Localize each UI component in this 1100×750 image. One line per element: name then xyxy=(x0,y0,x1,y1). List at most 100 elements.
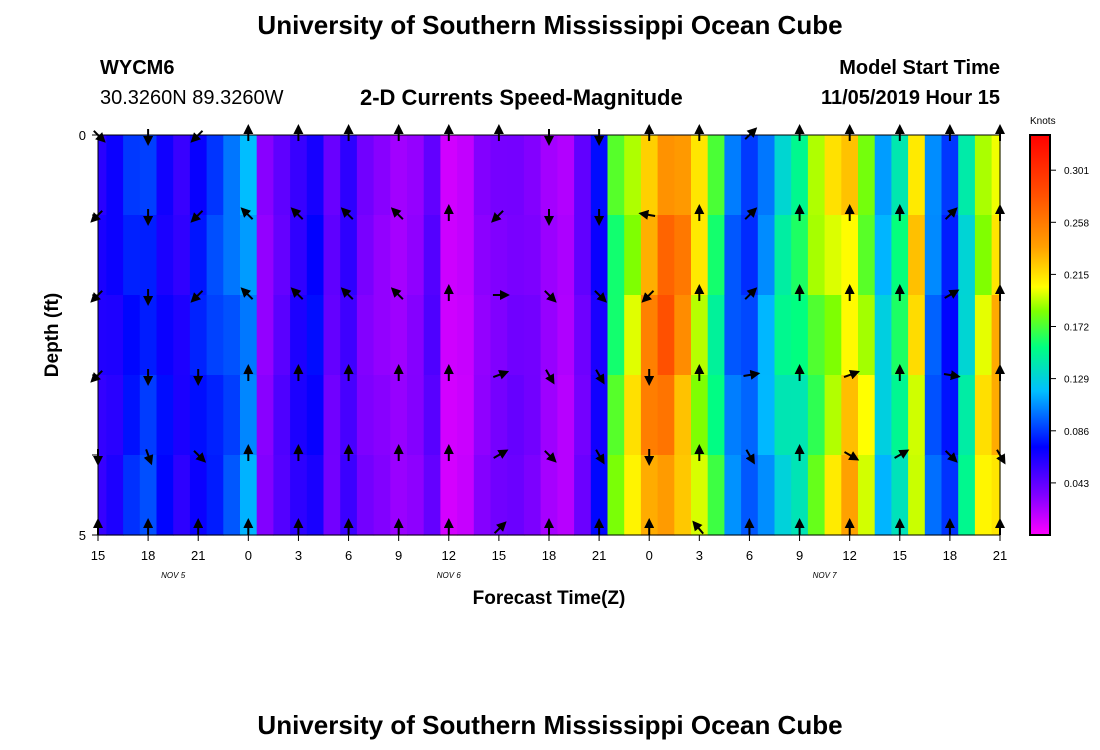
heatmap-cell xyxy=(440,295,458,376)
heatmap-cell xyxy=(824,455,842,536)
y-tick-label: 5 xyxy=(79,528,86,543)
heatmap-cell xyxy=(908,375,926,456)
heatmap-cell xyxy=(473,135,492,216)
heatmap-cell xyxy=(974,215,993,296)
x-tick-label: 18 xyxy=(943,548,957,563)
heatmap-cell xyxy=(323,215,341,296)
heatmap-cell xyxy=(741,375,759,456)
heatmap-cell xyxy=(574,215,592,296)
colorbar-tick-label: 0.258 xyxy=(1064,218,1089,229)
heatmap-cell xyxy=(206,455,224,536)
current-arrow xyxy=(744,287,758,300)
heatmap-cell xyxy=(807,215,826,296)
heatmap-cell xyxy=(891,455,909,536)
heatmap-cell xyxy=(507,215,525,296)
heatmap-cell xyxy=(223,455,241,536)
heatmap-cell xyxy=(273,375,291,456)
current-arrow xyxy=(143,449,154,466)
heatmap-cell xyxy=(390,135,408,216)
heatmap-cell xyxy=(523,375,542,456)
x-tick-label: 15 xyxy=(893,548,907,563)
heatmap-cell xyxy=(340,455,358,536)
heatmap-cell xyxy=(223,375,241,456)
heatmap-cell xyxy=(774,295,792,376)
heatmap-cell xyxy=(724,135,742,216)
heatmap-cell xyxy=(340,375,358,456)
x-tick-label: 12 xyxy=(842,548,856,563)
current-arrow xyxy=(240,287,254,300)
colorbar-unit-label: Knots xyxy=(1030,116,1056,127)
x-tick-label: 0 xyxy=(646,548,653,563)
model-start-label: Model Start Time xyxy=(839,57,1000,79)
heatmap-cell xyxy=(991,135,1001,216)
heatmap-cell xyxy=(223,295,241,376)
heatmap-cell xyxy=(423,455,441,536)
heatmap-cell xyxy=(724,375,742,456)
x-axis-label: Forecast Time(Z) xyxy=(473,588,626,609)
heatmap-cell xyxy=(490,215,508,296)
heatmap-cell xyxy=(824,135,842,216)
y-tick-label: 0 xyxy=(79,128,86,143)
x-tick-label: 21 xyxy=(592,548,606,563)
heatmap-cell xyxy=(691,375,709,456)
heatmap-cell xyxy=(457,295,475,376)
heatmap-cell xyxy=(858,375,876,456)
heatmap-cell xyxy=(974,135,993,216)
heatmap-cell xyxy=(373,215,391,296)
heatmap-cell xyxy=(490,135,508,216)
heatmap-cell xyxy=(240,135,258,216)
heatmap-cell xyxy=(590,295,609,376)
heatmap-cell xyxy=(356,295,375,376)
heatmap-cell xyxy=(407,135,425,216)
heatmap-cell xyxy=(858,215,876,296)
heatmap-cell xyxy=(691,295,709,376)
heatmap-cell xyxy=(440,455,458,536)
heatmap-cell xyxy=(741,455,759,536)
heatmap-cell xyxy=(924,455,943,536)
heatmap-cell xyxy=(473,215,492,296)
heatmap-cell xyxy=(423,215,441,296)
heatmap-cell xyxy=(273,215,291,296)
heatmap-cell xyxy=(557,135,575,216)
x-tick-label: 9 xyxy=(796,548,803,563)
day-label: NOV 7 xyxy=(813,571,838,580)
heatmap-cell xyxy=(908,295,926,376)
chart-subtitle: 2-D Currents Speed-Magnitude xyxy=(360,85,683,110)
station-id: WYCM6 xyxy=(100,57,175,79)
x-tick-label: 0 xyxy=(245,548,252,563)
heatmap-cell xyxy=(707,455,725,536)
heatmap-cell xyxy=(507,295,525,376)
station-coords: 30.3260N 89.3260W xyxy=(100,87,284,109)
current-arrow xyxy=(944,450,958,463)
heatmap-cell xyxy=(607,295,625,376)
heatmap-cell xyxy=(423,135,441,216)
heatmap-cell xyxy=(106,375,124,456)
heatmap-cell xyxy=(757,295,776,376)
heatmap-cell xyxy=(323,135,341,216)
heatmap-cell xyxy=(824,295,842,376)
heatmap-cell xyxy=(123,455,141,536)
heatmap-cells xyxy=(98,135,1001,536)
heatmap-cell xyxy=(791,135,809,216)
current-arrow xyxy=(843,369,860,380)
heatmap-cell xyxy=(858,135,876,216)
heatmap-cell xyxy=(173,455,191,536)
heatmap-cell xyxy=(290,375,308,456)
heatmap-cell xyxy=(373,455,391,536)
heatmap-cell xyxy=(991,215,1001,296)
heatmap-cell xyxy=(390,295,408,376)
heatmap-cell xyxy=(306,215,325,296)
heatmap-cell xyxy=(323,295,341,376)
heatmap-cell xyxy=(523,135,542,216)
current-arrow xyxy=(240,207,254,220)
heatmap-cell xyxy=(523,295,542,376)
heatmap-cell xyxy=(941,455,959,536)
current-arrow xyxy=(641,290,655,303)
heatmap-cell xyxy=(273,295,291,376)
heatmap-cell xyxy=(356,375,375,456)
heatmap-cell xyxy=(156,375,174,456)
current-arrow xyxy=(193,450,207,463)
x-tick-label: 15 xyxy=(492,548,506,563)
heatmap-cell xyxy=(590,375,609,456)
heatmap-cell xyxy=(189,455,208,536)
